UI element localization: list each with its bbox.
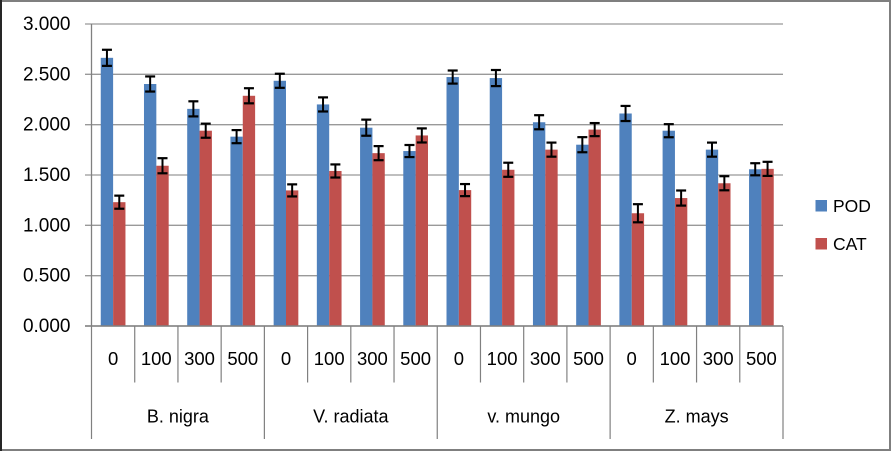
svg-text:0: 0 (454, 348, 464, 369)
svg-text:0: 0 (108, 348, 118, 369)
svg-text:CAT: CAT (833, 234, 867, 254)
svg-text:POD: POD (833, 196, 871, 216)
svg-text:V. radiata: V. radiata (313, 407, 389, 427)
svg-text:100: 100 (141, 348, 172, 369)
svg-text:100: 100 (314, 348, 345, 369)
svg-text:500: 500 (227, 348, 258, 369)
svg-text:300: 300 (530, 348, 561, 369)
svg-text:Z. mays: Z. mays (665, 407, 729, 427)
svg-text:300: 300 (357, 348, 388, 369)
svg-text:v. mungo: v. mungo (487, 407, 560, 427)
svg-text:0.500: 0.500 (23, 266, 71, 287)
svg-text:0.000: 0.000 (23, 316, 71, 337)
svg-text:0: 0 (627, 348, 637, 369)
svg-text:100: 100 (660, 348, 691, 369)
svg-text:300: 300 (703, 348, 734, 369)
svg-text:500: 500 (746, 348, 777, 369)
svg-text:1.500: 1.500 (23, 165, 71, 186)
svg-text:300: 300 (184, 348, 215, 369)
svg-text:1.000: 1.000 (23, 215, 71, 236)
svg-text:3.000: 3.000 (23, 14, 71, 35)
svg-text:500: 500 (400, 348, 431, 369)
svg-text:100: 100 (487, 348, 518, 369)
svg-text:0: 0 (281, 348, 291, 369)
svg-text:B. nigra: B. nigra (147, 407, 210, 427)
svg-text:2.500: 2.500 (23, 64, 71, 85)
svg-text:500: 500 (573, 348, 604, 369)
svg-text:2.000: 2.000 (23, 115, 71, 136)
